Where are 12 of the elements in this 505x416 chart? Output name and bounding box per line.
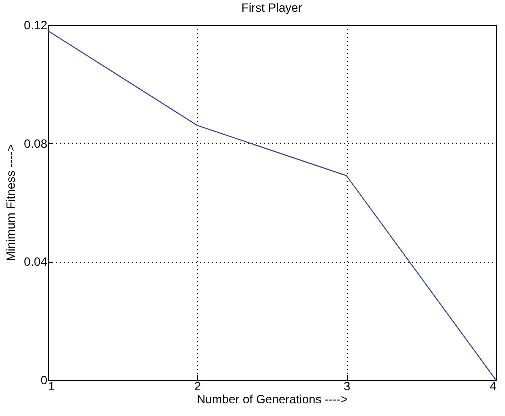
x-tick-label: 1 (48, 380, 56, 394)
x-tick-label: 3 (344, 380, 351, 394)
x-tick-label: 4 (490, 380, 497, 394)
y-tick-label: 0 (40, 374, 48, 388)
x-tick-label: 2 (194, 380, 202, 394)
line-series (48, 30, 496, 380)
y-tick-label: 0.04 (24, 255, 48, 270)
chart-title: First Player (242, 1, 302, 15)
y-tick-label: 0.12 (24, 18, 48, 32)
x-axis-title: Number of Generations ----> (196, 392, 348, 406)
y-tick-label: 0.08 (24, 136, 48, 151)
y-axis-title: Minimum Fitness ----> (4, 144, 18, 262)
